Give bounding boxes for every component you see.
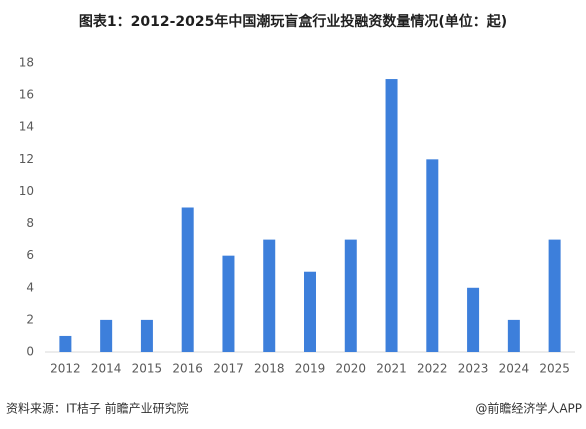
- bar: [181, 207, 194, 352]
- x-tick-label: 2017: [213, 362, 244, 376]
- source-note: 资料来源：IT桔子 前瞻产业研究院: [6, 401, 189, 416]
- bar: [100, 319, 113, 352]
- x-tick-label: 2016: [172, 362, 203, 376]
- x-tick-label: 2023: [458, 362, 489, 376]
- x-tick-label: 2018: [254, 362, 285, 376]
- x-tick-label: 2015: [132, 362, 163, 376]
- bar: [222, 255, 235, 352]
- y-tick-label: 10: [19, 184, 34, 198]
- x-tick-label: 2024: [499, 362, 530, 376]
- y-tick-label: 2: [26, 312, 34, 326]
- y-tick-label: 0: [26, 345, 34, 359]
- chart-title: 图表1：2012-2025年中国潮玩盲盒行业投融资数量情况(单位：起): [79, 13, 507, 30]
- bar: [467, 287, 480, 352]
- bar: [304, 271, 316, 352]
- y-tick-label: 12: [19, 152, 34, 166]
- x-tick-label: 2014: [91, 362, 122, 376]
- bar: [140, 319, 153, 352]
- y-tick-label: 6: [26, 248, 34, 262]
- x-tick-label: 2012: [50, 362, 81, 376]
- y-tick-label: 18: [19, 56, 34, 70]
- x-tick-label: 2025: [539, 362, 570, 376]
- bar: [548, 239, 561, 352]
- bar: [59, 335, 72, 352]
- credit: @前瞻经济学人APP: [475, 401, 582, 416]
- y-tick-label: 16: [19, 88, 34, 102]
- bar: [263, 239, 276, 352]
- x-tick-label: 2021: [376, 362, 407, 376]
- bar: [507, 319, 520, 352]
- x-tick-label: 2019: [295, 362, 326, 376]
- y-tick-label: 4: [26, 280, 34, 294]
- x-tick-label: 2022: [417, 362, 448, 376]
- y-tick-label: 14: [19, 120, 34, 134]
- bar: [344, 239, 357, 352]
- bar: [426, 159, 439, 352]
- bar: [385, 79, 398, 353]
- x-tick-label: 2020: [335, 362, 366, 376]
- y-tick-label: 8: [26, 216, 34, 230]
